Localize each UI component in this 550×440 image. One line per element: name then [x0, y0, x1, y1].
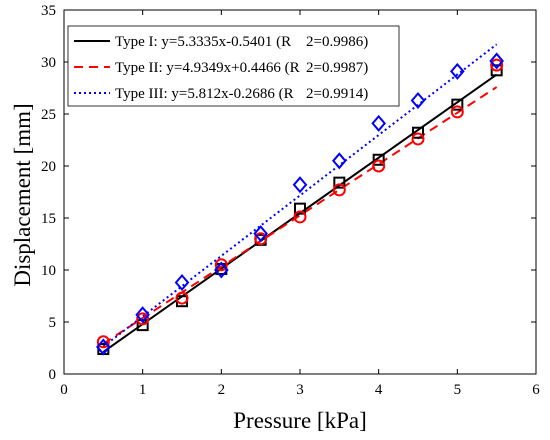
- legend-label: Type II: y=4.9349x+0.4466 (R: [115, 60, 300, 76]
- legend-label: Type I: y=5.3335x-0.5401 (R: [115, 34, 291, 50]
- y-axis-label: Displacement [mm]: [10, 103, 35, 286]
- data-point: [253, 225, 268, 243]
- x-tick-label: 4: [375, 382, 383, 398]
- data-point: [294, 202, 306, 215]
- data-point: [332, 183, 346, 197]
- data-markers: [96, 52, 504, 356]
- data-point: [450, 62, 465, 80]
- x-tick-label: 0: [60, 382, 68, 398]
- data-point: [332, 152, 347, 170]
- x-tick-label: 5: [454, 382, 462, 398]
- legend-label: Type III: y=5.812x-0.2686 (R: [115, 86, 294, 102]
- data-point: [410, 91, 426, 110]
- data-point: [372, 153, 385, 166]
- y-tick-label: 35: [41, 3, 56, 19]
- data-point: [174, 273, 190, 292]
- y-tick-label: 30: [41, 55, 56, 71]
- data-point: [411, 132, 425, 146]
- data-point: [489, 52, 504, 70]
- data-point: [175, 291, 189, 305]
- data-point: [135, 306, 150, 324]
- legend-r2-label: 2=0.9914): [306, 86, 368, 102]
- y-tick-label: 5: [49, 315, 57, 331]
- y-tick-label: 0: [49, 367, 57, 383]
- data-point: [214, 261, 229, 279]
- data-point: [490, 58, 504, 72]
- data-point: [490, 64, 503, 77]
- y-tick-label: 10: [41, 263, 56, 279]
- data-point: [136, 319, 149, 332]
- legend-r2-label: 2=0.9987): [306, 60, 368, 76]
- x-tick-label: 6: [532, 382, 540, 398]
- axes: 0 1 2 3 4 5 6 0 5 10 15 20 25 30 35: [41, 3, 540, 398]
- data-point: [136, 312, 150, 326]
- data-point: [372, 159, 386, 173]
- data-point: [412, 126, 424, 139]
- x-axis-label: Pressure [kPa]: [233, 408, 367, 433]
- data-point: [333, 176, 346, 189]
- legend-r2-label: 2=0.9986): [306, 34, 368, 50]
- data-point: [371, 114, 386, 132]
- data-point: [96, 338, 111, 356]
- data-point: [254, 232, 268, 246]
- fit-line: [102, 86, 498, 345]
- data-point: [450, 105, 464, 119]
- legend-box: [67, 25, 400, 107]
- x-tick-label: 1: [139, 382, 147, 398]
- x-tick-label: 3: [296, 382, 304, 398]
- y-tick-label: 15: [41, 211, 56, 227]
- data-point: [292, 176, 308, 194]
- y-tick-label: 20: [41, 159, 56, 175]
- data-point: [293, 210, 307, 224]
- legend: Type I: y=5.3335x-0.5401 (R 2=0.9986) Type…: [67, 25, 400, 107]
- x-tick-label: 2: [218, 382, 226, 398]
- y-tick-label: 25: [41, 107, 56, 123]
- data-point: [214, 258, 228, 272]
- data-point: [96, 335, 110, 349]
- data-point: [451, 98, 464, 111]
